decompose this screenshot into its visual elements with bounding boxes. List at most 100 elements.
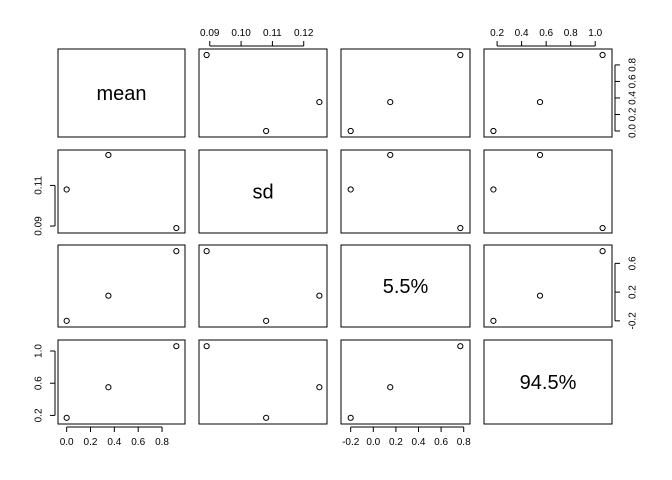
point-1: [316, 98, 323, 106]
bottom-axis-mean: 0.0 0.2 0.4 0.6 0.8: [60, 426, 169, 448]
point-2: [457, 51, 464, 59]
panel-frame: [57, 339, 186, 425]
panel-r3-c3: 94.5%: [483, 339, 613, 425]
point-0: [347, 127, 354, 135]
tick-label: 0.6: [628, 256, 639, 270]
point-2: [457, 343, 464, 350]
point-0: [63, 414, 70, 421]
point-0: [63, 186, 70, 193]
panel-r1-c0: [57, 149, 186, 234]
tick-label: 0.2: [628, 285, 639, 299]
tick-label: 0.4: [515, 28, 529, 39]
tick-label: -0.2: [628, 312, 639, 330]
panel-r3-c2: [340, 339, 471, 425]
left-axis-sd: 0.09 0.11: [34, 176, 56, 236]
panel-frame: [198, 244, 328, 328]
tick-label: 0.8: [564, 28, 578, 39]
point-1: [105, 384, 112, 391]
panel-frame: [198, 48, 328, 138]
panel-r0-c3: [483, 48, 613, 138]
tick-label: 0.6: [539, 28, 553, 39]
point-0: [347, 186, 354, 193]
point-2: [203, 248, 210, 255]
point-2: [173, 224, 180, 232]
tick-label: 0.11: [34, 176, 45, 195]
point-1: [105, 292, 112, 299]
panel-frame: [198, 339, 328, 425]
point-2: [173, 343, 180, 350]
point-0: [347, 414, 354, 421]
tick-label: 0.6: [628, 74, 639, 88]
tick-label: 0.0: [628, 124, 639, 138]
tick-label: 0.4: [628, 91, 639, 105]
panel-r0-c1: [198, 48, 328, 138]
point-0: [263, 317, 270, 324]
tick-label: 0.2: [84, 437, 98, 448]
panel-frame: [340, 149, 471, 234]
diag-label-5-5: 5.5%: [383, 276, 429, 298]
tick-label: 0.09: [200, 28, 220, 39]
point-0: [263, 127, 270, 135]
diag-label-sd: sd: [252, 182, 273, 204]
tick-label: 0.2: [389, 437, 403, 448]
panel-r2-c3: [483, 244, 613, 328]
panel-r1-c3: [483, 149, 613, 234]
panel-r1-c1: sd: [198, 149, 328, 234]
panel-r0-c2: [340, 48, 471, 138]
right-axis-5-5: -0.2 0.2 0.6: [614, 256, 639, 330]
point-0: [263, 414, 270, 421]
panel-frame: [57, 244, 186, 328]
tick-label: -0.2: [342, 437, 360, 448]
panel-frame: [483, 244, 613, 328]
point-1: [536, 98, 544, 106]
point-0: [490, 127, 497, 135]
point-0: [63, 317, 70, 324]
point-2: [599, 224, 606, 232]
point-2: [203, 343, 210, 350]
tick-label: 0.0: [366, 437, 380, 448]
panel-r3-c1: [198, 339, 328, 425]
point-1: [387, 384, 394, 391]
point-1: [316, 384, 323, 391]
panel-r2-c0: [57, 244, 186, 328]
panel-frame: [57, 149, 186, 234]
tick-label: 1.0: [34, 344, 45, 358]
point-1: [316, 292, 323, 299]
panel-frame: [340, 48, 471, 138]
panel-r2-c1: [198, 244, 328, 328]
tick-label: 0.8: [628, 58, 639, 72]
tick-label: 1.0: [588, 28, 602, 39]
tick-label: 0.09: [34, 216, 45, 236]
panel-frame: [340, 244, 471, 328]
panel-r0-c0: mean: [57, 48, 186, 138]
tick-label: 0.6: [131, 437, 145, 448]
right-axis-mean: 0.0 0.2 0.4 0.6 0.8: [614, 58, 639, 138]
diag-label-mean: mean: [96, 83, 146, 105]
point-2: [203, 51, 210, 59]
point-1: [536, 151, 544, 159]
panel-frame: [483, 149, 613, 234]
tick-label: 0.2: [34, 408, 45, 422]
panel-frame: [57, 48, 186, 138]
tick-label: 0.2: [490, 28, 504, 39]
top-axis-sd: 0.09 0.10 0.11 0.12: [200, 28, 314, 47]
point-2: [173, 248, 180, 255]
tick-label: 0.2: [628, 107, 639, 121]
bottom-axis-5-5: -0.2 0.0 0.2 0.4 0.6 0.8: [342, 426, 471, 448]
point-1: [387, 151, 394, 159]
panel-frame: [483, 339, 613, 425]
panel-r1-c2: [340, 149, 471, 234]
point-2: [599, 51, 606, 59]
tick-label: 0.4: [107, 437, 121, 448]
point-0: [490, 317, 497, 324]
panel-r2-c2: 5.5%: [340, 244, 471, 328]
point-1: [536, 292, 544, 299]
point-2: [457, 224, 464, 232]
tick-label: 0.6: [34, 376, 45, 390]
point-2: [599, 248, 606, 255]
panel-frame: [198, 149, 328, 234]
tick-label: 0.0: [60, 437, 74, 448]
top-axis-94-5: 0.2 0.4 0.6 0.8 1.0: [490, 28, 603, 47]
tick-label: 0.12: [294, 28, 314, 39]
